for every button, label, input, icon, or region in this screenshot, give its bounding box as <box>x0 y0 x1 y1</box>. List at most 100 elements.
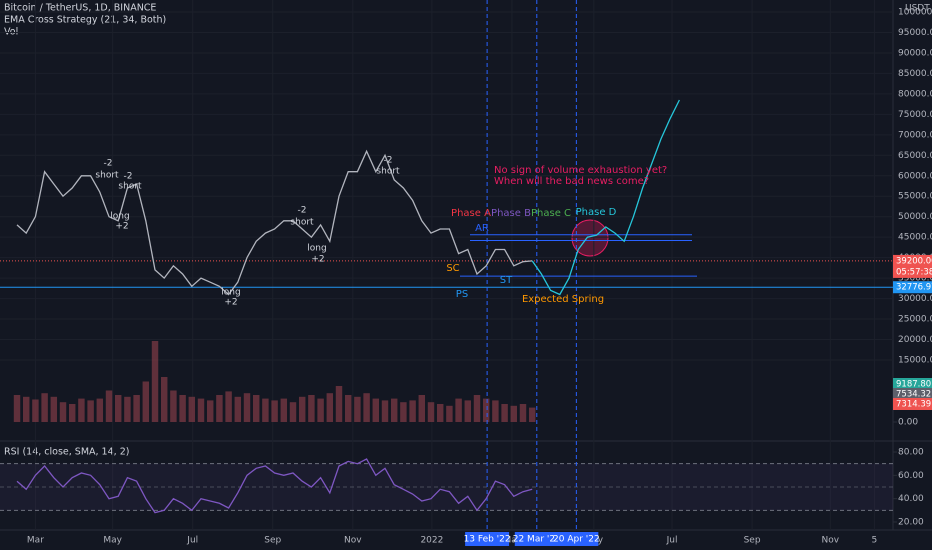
volume-bar <box>326 393 334 422</box>
y-tick-label: 30000.00 <box>898 294 932 304</box>
marker-badge <box>465 532 510 546</box>
volume-badge: 7534.32 <box>896 390 931 400</box>
y-tick-label: 95000.00 <box>898 28 932 38</box>
volume-bar <box>363 393 370 422</box>
volume-bar <box>464 400 472 422</box>
volume-bar <box>216 395 223 422</box>
price-line <box>16 149 533 296</box>
x-tick-label: 5 <box>872 536 878 546</box>
y-tick-label: 35000.00 <box>898 274 932 284</box>
volume-bar <box>179 395 186 422</box>
annotation: PS <box>456 289 468 300</box>
annotation: Phase D <box>576 207 617 218</box>
price-line <box>531 99 680 296</box>
volume-badge: 9187.80 <box>896 380 931 390</box>
volume-bar <box>317 398 324 422</box>
volume-bar <box>427 402 435 422</box>
volume-bar <box>409 400 416 422</box>
annotation: short <box>95 171 119 181</box>
volume-bar <box>13 395 21 422</box>
volume-bar <box>298 396 306 422</box>
annotation: Phase A <box>451 208 491 219</box>
volume-bar <box>446 405 453 422</box>
y-tick-label: 60.00 <box>898 471 924 481</box>
y-tick-label: 80.00 <box>898 448 924 458</box>
countdown-badge: 05:57:38 <box>896 267 932 277</box>
volume-bar <box>418 395 426 422</box>
volume-bar <box>206 400 214 422</box>
annotation: -2 <box>384 156 393 166</box>
annotation: short <box>290 218 314 228</box>
volume-bar <box>280 398 288 422</box>
x-tick-label: Nov <box>344 536 362 546</box>
rsi-label: RSI (14, close, SMA, 14, 2) <box>4 447 129 458</box>
strategy-label: EMA Cross Strategy (21, 34, Both) <box>4 15 166 26</box>
marker-label: 20 Apr '22 <box>553 535 600 545</box>
volume-bar <box>271 400 278 422</box>
annotation: ST <box>500 275 513 286</box>
volume-bar <box>114 395 122 422</box>
annotation: -2 <box>298 206 307 216</box>
y-tick-label: 85000.00 <box>898 69 932 79</box>
y-tick-label: 90000.00 <box>898 48 932 58</box>
annotation: No sign of volume exhaustion yet? <box>494 165 667 176</box>
volume-bar <box>151 341 159 422</box>
volume-badge: 7314.39 <box>896 400 931 410</box>
volume-bar <box>87 400 94 422</box>
annotation: +2 <box>311 255 324 265</box>
volume-bar <box>400 402 407 422</box>
x-tick-label: Mar <box>27 536 44 546</box>
y-tick-label: 0.00 <box>898 418 918 428</box>
volume-bar <box>234 396 242 422</box>
volume-bar <box>510 405 518 422</box>
volume-bar <box>482 398 490 422</box>
annotation: long <box>307 244 326 254</box>
annotation: AR <box>475 223 489 234</box>
y-tick-label: 40.00 <box>898 494 924 504</box>
x-tick-label: Mar <box>503 536 520 546</box>
y-tick-label: 25000.00 <box>898 315 932 325</box>
volume-badge-bg <box>893 378 932 390</box>
y-tick-label: 80000.00 <box>898 89 932 99</box>
volume-bar <box>41 393 48 422</box>
annotation: SC <box>446 263 459 274</box>
volume-bar <box>50 396 58 422</box>
x-tick-label: Sep <box>264 536 281 546</box>
highlight-circle <box>571 219 609 257</box>
volume-bar <box>142 381 150 422</box>
volume-bar <box>252 395 260 422</box>
volume-bar <box>105 390 113 422</box>
annotation: +2 <box>224 298 237 308</box>
last-price-badge-bg <box>893 254 932 267</box>
volume-badge-bg <box>893 388 932 400</box>
volume-bar <box>32 399 39 422</box>
volume-bar <box>289 402 297 422</box>
y-tick-label: 20.00 <box>898 517 924 527</box>
annotation: long <box>110 212 129 222</box>
annotation: long <box>221 288 240 298</box>
x-tick-label: Jul <box>666 536 678 546</box>
volume-bar <box>436 404 444 422</box>
marker-label: 22 Mar '22 <box>513 535 561 545</box>
volume-bar <box>372 398 380 422</box>
annotation: Phase B <box>491 208 531 219</box>
volume-bar <box>133 395 140 422</box>
volume-bar <box>188 396 196 422</box>
volume-bar <box>197 398 205 422</box>
support-badge: 32776.97 <box>896 283 932 293</box>
marker-badge <box>554 532 599 546</box>
y-tick-label: 60000.00 <box>898 171 932 181</box>
volume-bar <box>124 396 131 422</box>
volume-bar <box>528 407 536 422</box>
volume-bar <box>455 398 462 422</box>
currency-label: USDT <box>905 4 930 14</box>
volume-badge-bg <box>893 398 932 410</box>
y-tick-label: 70000.00 <box>898 130 932 140</box>
marker-label: 13 Feb '22 <box>464 535 511 545</box>
y-tick-label: 65000.00 <box>898 151 932 161</box>
volume-bar <box>96 398 104 422</box>
annotation: Expected Spring <box>522 294 604 305</box>
